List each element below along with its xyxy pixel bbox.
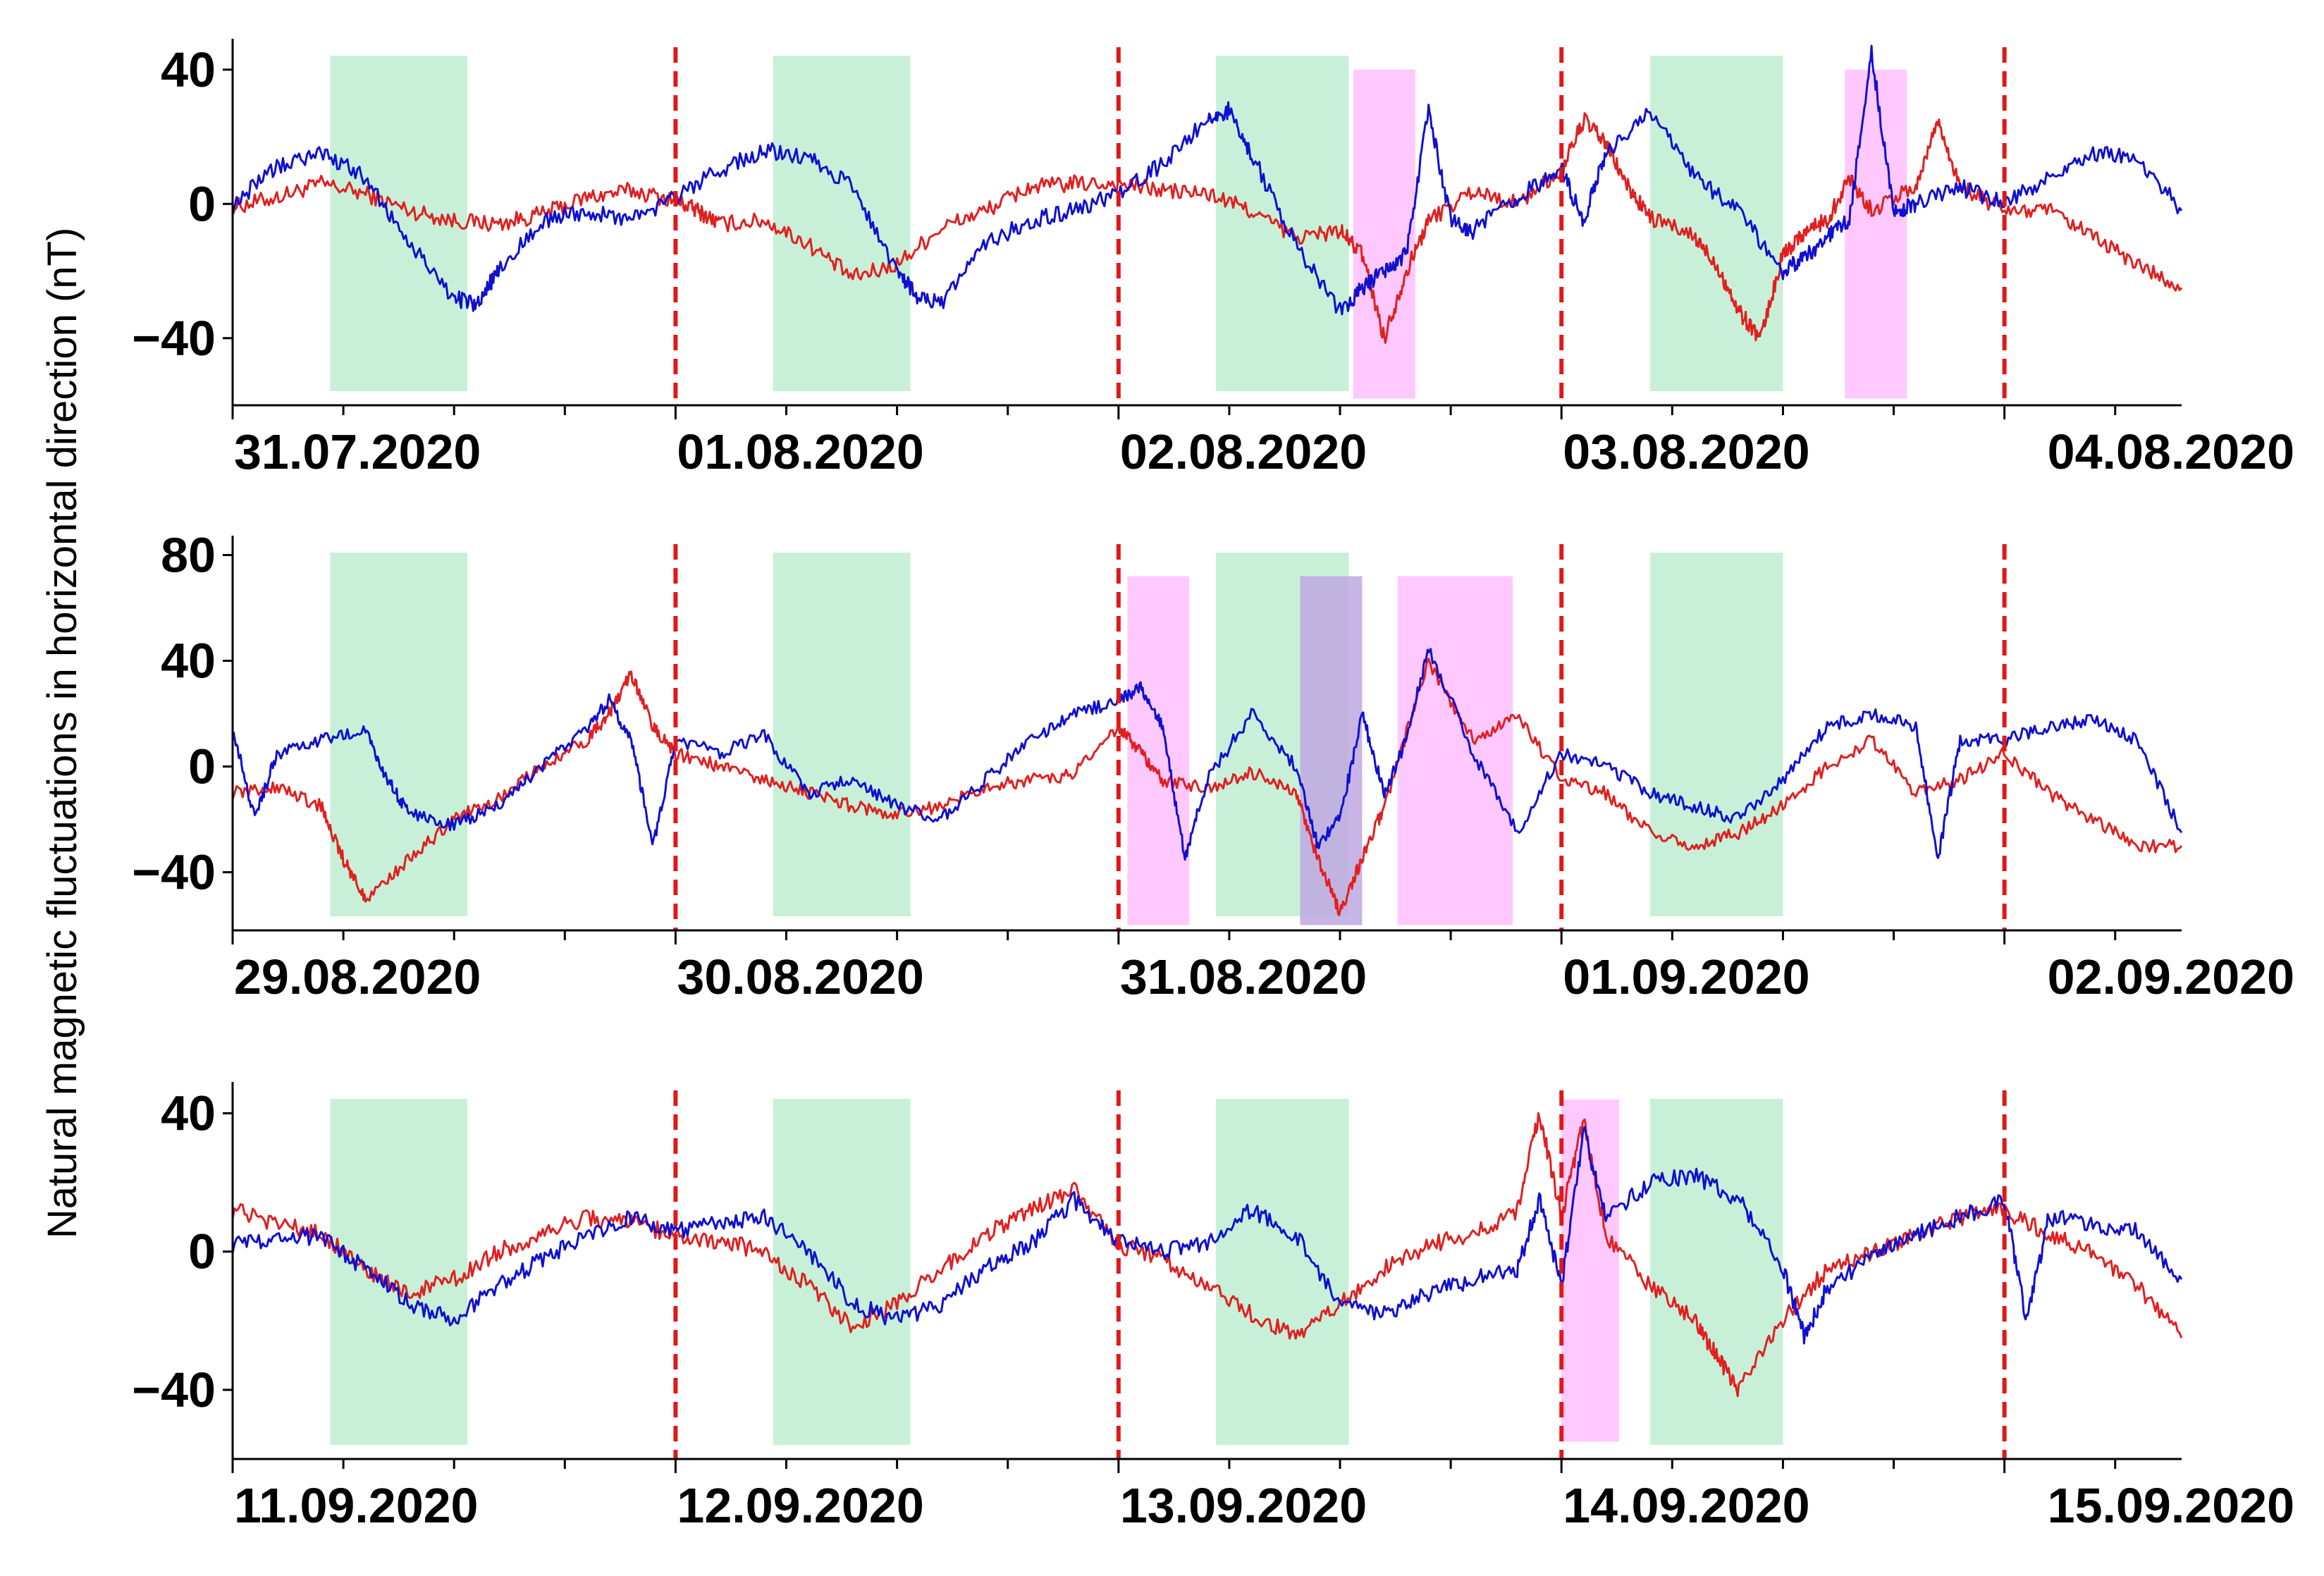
green-band: [1649, 553, 1783, 916]
red-series-line: [231, 658, 2183, 916]
magenta-highlight-band: [1127, 576, 1190, 925]
y-tick-label: 0: [188, 1224, 216, 1279]
purple-highlight-band: [1300, 576, 1363, 925]
red-series-line: [231, 1112, 2183, 1398]
magenta-highlight-band: [1845, 69, 1907, 399]
date-label: 02.08.2020: [1120, 424, 1367, 479]
magenta-highlight-band: [1561, 1099, 1619, 1442]
date-label: 03.08.2020: [1563, 424, 1809, 479]
blue-series-line: [231, 44, 2183, 316]
date-label: 02.09.2020: [2048, 949, 2294, 1004]
date-label: 15.09.2020: [2048, 1478, 2294, 1533]
date-label: 04.08.2020: [2048, 424, 2294, 479]
blue-series-line: [232, 648, 2183, 861]
panels: −40 0 40 31.07.2020 01.08.2020 02.08.2020 03.0…: [132, 39, 2294, 1533]
y-tick-label: −40: [132, 1362, 216, 1417]
date-label: 11.09.2020: [234, 1478, 478, 1533]
y-tick-label: −40: [132, 845, 216, 900]
date-label: 14.09.2020: [1563, 1478, 1809, 1533]
red-series-line: [231, 112, 2183, 344]
date-label: 31.08.2020: [1120, 949, 1367, 1004]
green-band: [330, 1099, 468, 1445]
y-tick-label: 80: [161, 528, 216, 583]
magenta-highlight-band: [1353, 69, 1415, 399]
y-tick-label: 40: [161, 1086, 216, 1141]
green-band: [330, 553, 468, 916]
date-label: 12.09.2020: [677, 1478, 923, 1533]
date-label: 01.09.2020: [1563, 949, 1809, 1004]
panel-1: −40 0 40 31.07.2020 01.08.2020 02.08.2020 03.0…: [132, 39, 2294, 479]
y-tick-label: 40: [161, 42, 216, 97]
green-band: [773, 1099, 911, 1445]
date-label: 30.08.2020: [677, 949, 923, 1004]
date-label: 01.08.2020: [677, 424, 923, 479]
green-band: [773, 56, 911, 391]
y-tick-label: 0: [188, 176, 216, 231]
panel-2: −40 0 40 80 29.08.2020 30.08.2020 31.08.2020 01…: [132, 528, 2294, 1005]
y-tick-label: 0: [188, 739, 216, 794]
y-axis-label: Natural magnetic fluctuations in horizon…: [39, 228, 85, 1239]
y-tick-label: −40: [132, 311, 216, 366]
date-label: 29.08.2020: [234, 949, 481, 1004]
green-band: [1649, 1099, 1783, 1445]
y-tick-label: 40: [161, 634, 216, 689]
green-band: [1216, 1099, 1349, 1445]
date-label: 13.09.2020: [1120, 1478, 1367, 1533]
magenta-highlight-band: [1397, 576, 1513, 925]
panel-3: −40 0 40 11.09.2020 12.09.2020 13.09.2020 14.0…: [132, 1082, 2294, 1533]
date-label: 31.07.2020: [234, 424, 481, 479]
green-band: [773, 553, 911, 916]
blue-series-line: [231, 1126, 2183, 1345]
